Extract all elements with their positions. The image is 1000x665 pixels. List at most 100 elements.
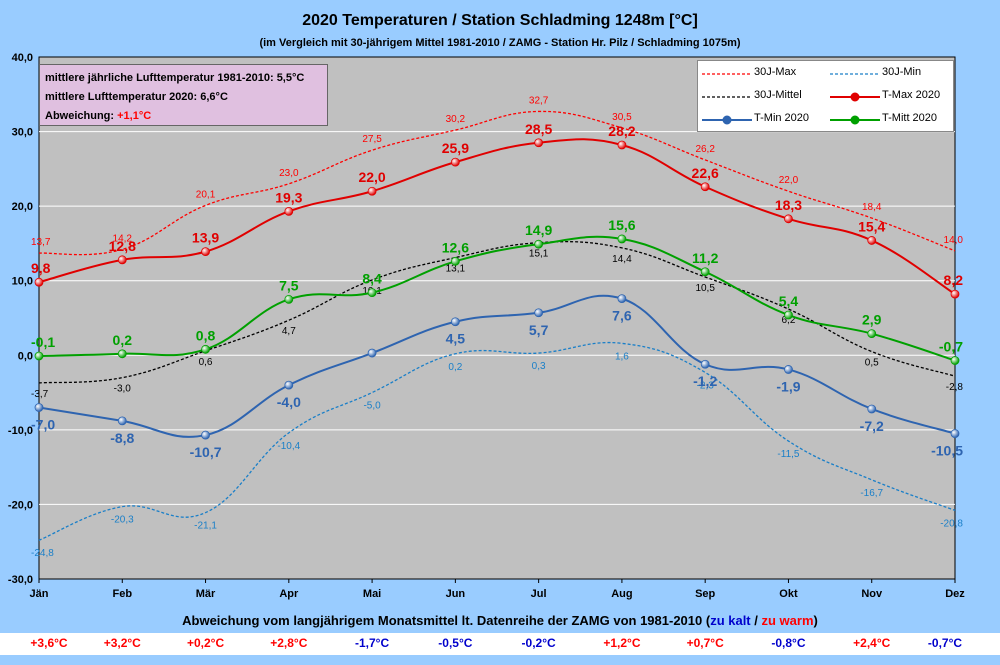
legend-label: T-Max 2020 [882,89,941,101]
data-label-30j-max: 30,2 [446,114,466,125]
data-label-30j-mittel: 0,5 [865,358,879,369]
data-label-30j-min: -24,8 [31,548,54,559]
data-label-30j-max: 23,0 [279,168,299,179]
data-point-t-mitt-2020 [284,294,294,304]
data-label-t-min-2020: 4,5 [446,331,466,347]
y-tick-label: 20,0 [12,201,33,213]
chart-legend: 30J-Max 30J-Min 30J-Mittel T-Max 2020 T-Min … [697,60,954,132]
data-point-t-min-2020 [284,380,294,390]
series-line-30j-min [38,341,956,541]
legend-item-30j-min: 30J-Min [826,65,954,81]
chart-title: 2020 Temperaturen / Station Schladming 1… [302,12,698,29]
data-label-30j-mittel: 10,5 [695,283,715,294]
x-tick-label: Okt [779,588,798,600]
deviation-label: Abweichung: [45,110,118,122]
data-point-t-max-2020 [450,157,460,167]
info-line-longterm: mittlere jährliche Lufttemperatur 1981-2… [45,72,305,84]
data-point-t-mitt-2020 [784,310,793,320]
data-point-t-min-2020 [201,430,210,440]
deviation-value-11: +2,4°C [853,636,891,650]
data-label-t-max-2020: 22,0 [358,169,385,185]
x-tick-label: Mai [363,588,381,600]
legend-swatch [830,115,880,125]
data-label-t-mitt-2020: 0,2 [113,332,133,348]
data-label-t-mitt-2020: -0,7 [939,339,963,355]
data-label-t-max-2020: 25,9 [442,140,469,156]
data-label-t-mitt-2020: 0,8 [196,327,216,343]
legend-label: 30J-Min [882,66,922,78]
data-point-t-max-2020 [617,140,627,150]
y-tick-label: 0,0 [18,350,33,362]
x-tick-label: Sep [695,588,715,600]
deviation-caption-cold: zu kalt [710,613,751,628]
data-label-t-min-2020: 5,7 [529,322,549,338]
data-label-30j-min: -10,4 [277,441,300,452]
data-point-t-min-2020 [450,317,460,327]
data-label-30j-mittel: 6,2 [782,315,796,326]
data-label-t-min-2020: -7,0 [31,416,55,432]
deviation-value-5: -1,7°C [355,636,390,650]
data-label-30j-max: 30,5 [612,112,632,123]
data-label-t-max-2020: 28,5 [525,121,552,137]
data-point-t-min-2020 [700,359,710,369]
data-point-t-mitt-2020 [950,356,960,365]
data-label-30j-max: 32,7 [529,95,549,106]
data-point-t-min-2020 [534,308,544,318]
legend-label: 30J-Max [754,66,797,78]
data-point-t-max-2020 [950,289,960,299]
data-label-30j-max: 27,5 [362,134,382,145]
data-label-t-mitt-2020: 12,6 [442,239,469,255]
data-label-30j-mittel: 15,1 [529,249,549,260]
data-label-t-max-2020: 22,6 [692,165,719,181]
deviation-value-1: +3,6°C [30,636,68,650]
data-label-30j-min: -2,3 [697,380,715,391]
legend-item-30j-mittel: 30J-Mittel [698,88,826,104]
data-point-t-max-2020 [784,214,793,224]
data-point-t-mitt-2020 [534,239,544,249]
data-label-30j-min: -20,8 [940,518,963,529]
legend-swatch [702,115,752,125]
deviation-caption-sep: / [750,613,762,628]
data-label-t-min-2020: -1,2 [693,373,717,389]
data-label-t-min-2020: -1,9 [776,378,800,394]
data-label-t-min-2020: -10,7 [190,444,222,460]
data-label-t-max-2020: 18,3 [775,197,802,213]
data-label-t-mitt-2020: 11,2 [692,250,719,266]
data-point-t-max-2020 [34,277,44,287]
deviation-value-10: -0,8°C [771,636,806,650]
data-label-t-min-2020: -7,2 [860,418,884,434]
data-label-30j-mittel: -3,0 [114,384,132,395]
data-label-t-min-2020: -8,8 [110,430,134,446]
deviation-value-6: -0,5°C [438,636,473,650]
data-label-30j-mittel: 4,7 [282,326,296,337]
data-label-30j-max: 14,0 [944,235,964,246]
deviation-caption-text: Abweichung vom langjährigem Monatsmittel… [182,613,711,628]
data-point-t-max-2020 [367,186,377,196]
legend-item-t-min-2020: T-Min 2020 [698,111,826,127]
data-label-t-mitt-2020: 14,9 [525,222,552,238]
data-point-t-min-2020 [784,365,793,374]
y-tick-label: 30,0 [12,127,33,139]
data-point-t-mitt-2020 [201,344,210,354]
y-tick-label: -30,0 [8,574,33,586]
deviation-value: +1,1°C [117,110,152,122]
series-line-t-max-2020 [38,138,956,295]
data-label-t-min-2020: -4,0 [277,394,301,410]
data-point-t-max-2020 [534,138,544,148]
x-tick-label: Dez [945,588,965,600]
deviation-value-8: +1,2°C [603,636,641,650]
data-point-t-max-2020 [867,236,877,245]
data-label-30j-max: 13,7 [31,237,51,248]
data-point-t-mitt-2020 [867,329,877,339]
legend-swatch [702,73,752,75]
x-tick-label: Jun [446,588,466,600]
data-point-t-max-2020 [201,247,210,257]
data-point-t-mitt-2020 [617,234,627,244]
data-label-30j-min: -11,5 [777,449,799,460]
data-label-30j-mittel: 14,4 [612,254,632,265]
data-point-t-mitt-2020 [700,267,710,277]
deviation-caption-warm: zu warm [761,613,814,628]
data-label-30j-max: 22,0 [779,175,799,186]
data-label-30j-min: -5,0 [363,401,381,412]
